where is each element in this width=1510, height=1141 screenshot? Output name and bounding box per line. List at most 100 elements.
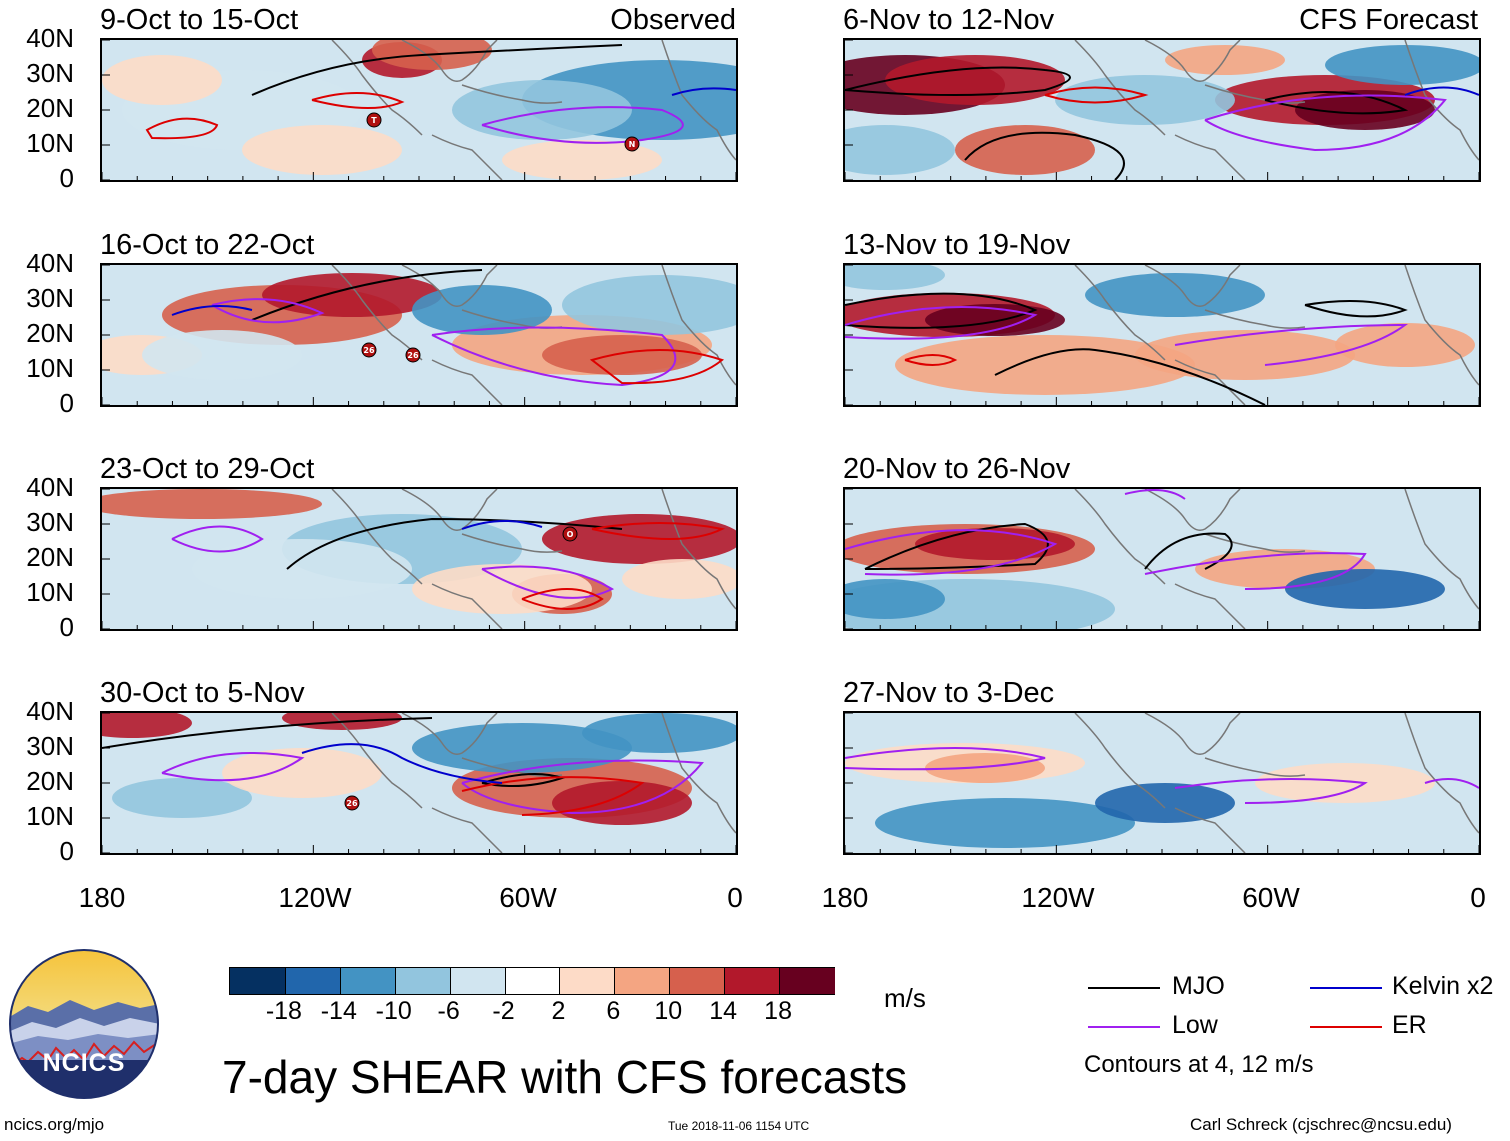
lat-label: 40N (26, 248, 74, 278)
kelvin-contour (671, 87, 736, 96)
low-contour (1124, 489, 1186, 500)
coastline (401, 489, 498, 531)
coastline (1074, 265, 1166, 361)
low-contour (1424, 778, 1479, 789)
shear-shading (222, 748, 382, 798)
map-panel-forecast-4 (843, 711, 1481, 855)
map-canvas: O (102, 489, 736, 629)
coastline (661, 40, 736, 161)
colorbar-swatch (230, 968, 286, 994)
storm-label: O (567, 530, 574, 539)
low-contour (461, 759, 704, 815)
panel-tag-observed: Observed (610, 4, 736, 36)
coastline (431, 583, 503, 629)
shear-shading (542, 335, 702, 375)
er-contour (591, 522, 726, 540)
coastline (1144, 40, 1241, 82)
legend-line-er (1310, 1026, 1382, 1028)
mjo-contour (286, 517, 623, 570)
storm-label: 26 (407, 351, 419, 360)
tropical-storm-icon: 26 (344, 795, 360, 811)
er-contour (461, 776, 645, 816)
er-contour (1044, 86, 1149, 104)
coastline (1144, 713, 1241, 755)
coastline (1404, 713, 1479, 834)
colorbar-tick-label: -14 (320, 997, 357, 1025)
lon-label-120w-left: 120W (278, 882, 352, 913)
legend-label-er: ER (1392, 1011, 1427, 1039)
lat-label: 0 (59, 388, 74, 418)
map-panel-observed-2: 26 26 (100, 263, 738, 407)
low-contour (1174, 323, 1409, 366)
coastline (661, 489, 736, 610)
map-canvas (845, 265, 1479, 405)
shear-shading (885, 55, 1065, 105)
shear-shading (895, 335, 1195, 395)
kelvin-contour (461, 520, 543, 530)
coastline (401, 713, 498, 755)
map-canvas (845, 40, 1479, 180)
mjo-contour (251, 44, 623, 96)
lon-label-60w-right: 60W (1242, 882, 1300, 913)
colorbar-swatch (669, 968, 726, 994)
panel-title-3: 23-Oct to 29-Oct (100, 453, 315, 485)
map-canvas: TN (102, 40, 736, 180)
author-credit: Carl Schreck (cjschrec@ncsu.edu) (1190, 1115, 1452, 1134)
lat-label: 10N (26, 801, 74, 831)
shear-shading (845, 579, 945, 619)
lat-label: 20N (26, 318, 74, 348)
colorbar-tick-label: -18 (265, 997, 302, 1025)
low-contour (1204, 94, 1447, 152)
legend-label-low: Low (1172, 1011, 1218, 1039)
tropical-storm-icon: 26 (361, 342, 377, 358)
storm-label: T (371, 116, 377, 125)
site-link[interactable]: ncics.org/mjo (4, 1115, 105, 1134)
coastline (1174, 583, 1246, 629)
timestamp: Tue 2018-11-06 1154 UTC (668, 1119, 810, 1133)
lat-label: 10N (26, 353, 74, 383)
shear-shading (412, 564, 592, 614)
er-contour (145, 117, 219, 140)
low-contour (1174, 778, 1368, 804)
map-panel-observed-3: O (100, 487, 738, 631)
lat-label: 30N (26, 58, 74, 88)
mjo-contour (102, 717, 433, 749)
shear-shading (955, 125, 1095, 175)
lon-label-60w-left: 60W (499, 882, 557, 913)
kelvin-contour (1404, 86, 1479, 96)
lat-label: 30N (26, 507, 74, 537)
coastline (431, 359, 503, 405)
legend-label-kelvin: Kelvin x2 (1392, 972, 1494, 1000)
er-contour (904, 354, 958, 366)
shear-shading (452, 80, 632, 140)
shear-shading (412, 285, 552, 335)
legend-line-mjo (1088, 987, 1160, 989)
tropical-storm-icon: T (366, 112, 382, 128)
mjo-contour (1264, 91, 1409, 115)
coastline (401, 265, 498, 307)
contour-note: Contours at 4, 12 m/s (1084, 1051, 1314, 1078)
shear-shading (1095, 783, 1235, 823)
shear-shading (242, 125, 402, 175)
shear-shading (1085, 273, 1265, 317)
lat-label: 20N (26, 93, 74, 123)
colorbar-swatch (614, 968, 671, 994)
coastline (331, 489, 423, 585)
main-title: 7-day SHEAR with CFS forecasts (222, 1051, 908, 1103)
colorbar-tick-label: 2 (551, 997, 566, 1025)
coastline (461, 533, 563, 553)
colorbar-swatch (779, 968, 836, 994)
map-panel-forecast-1 (843, 38, 1481, 182)
low-contour (481, 565, 615, 599)
shear-shading (845, 125, 955, 175)
colorbar-tick-label: 18 (764, 997, 792, 1025)
shear-shading (1285, 569, 1445, 609)
coastline (1404, 265, 1479, 386)
tropical-storm-icon: 26 (405, 347, 421, 363)
map-canvas (845, 713, 1479, 853)
tropical-storm-icon: N (624, 136, 640, 152)
mjo-contour (994, 348, 1266, 405)
colorbar-swatch (504, 968, 561, 994)
coastline (1174, 359, 1246, 405)
